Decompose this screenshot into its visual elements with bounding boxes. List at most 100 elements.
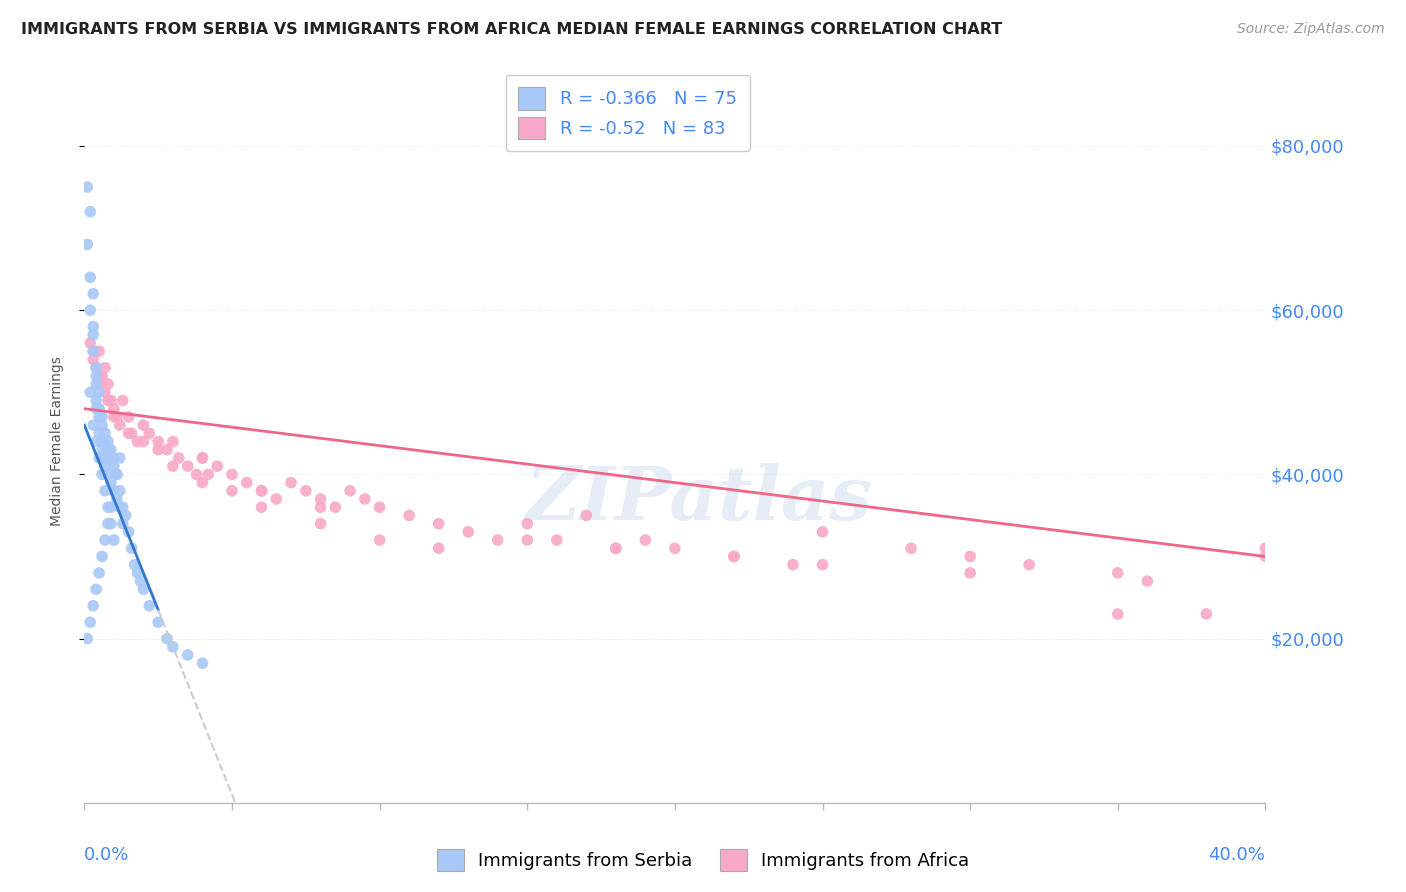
Point [87,377,111,392]
Point [207,459,229,474]
Point [811,558,834,572]
Point [91,549,114,564]
Point [486,533,509,547]
Point [82,327,104,342]
Point [87,426,111,441]
Point [97,500,120,515]
Text: Source: ZipAtlas.com: Source: ZipAtlas.com [1237,22,1385,37]
Point [1136,574,1159,588]
Point [148,434,170,449]
Point [1254,541,1277,556]
Point [103,450,125,465]
Point [1254,549,1277,564]
Point [266,491,288,506]
Point [84,377,107,392]
Point [191,450,214,465]
Point [105,491,128,506]
Point [84,360,107,375]
Point [398,508,420,523]
Point [900,541,922,556]
Point [177,648,200,662]
Point [782,558,804,572]
Point [91,467,114,482]
Point [105,409,128,424]
Point [118,524,141,539]
Point [121,426,143,441]
Point [427,516,450,531]
Point [124,558,146,572]
Text: IMMIGRANTS FROM SERBIA VS IMMIGRANTS FROM AFRICA MEDIAN FEMALE EARNINGS CORRELAT: IMMIGRANTS FROM SERBIA VS IMMIGRANTS FRO… [21,22,1002,37]
Point [94,360,117,375]
Point [723,549,745,564]
Point [91,368,114,383]
Point [129,574,152,588]
Point [79,270,101,285]
Point [108,483,131,498]
Point [103,409,125,424]
Point [132,582,155,597]
Point [94,434,117,449]
Point [1107,566,1129,580]
Point [84,368,107,383]
Point [87,409,111,424]
Point [91,418,114,433]
Point [811,524,834,539]
Point [368,533,391,547]
Point [959,549,981,564]
Point [723,549,745,564]
Point [368,500,391,515]
Point [605,541,627,556]
Point [79,336,101,351]
Point [97,467,120,482]
Point [91,409,114,424]
Point [250,483,273,498]
Point [325,500,347,515]
Point [108,418,131,433]
Point [97,442,120,457]
Point [84,360,107,375]
Point [108,450,131,465]
Point [97,377,120,392]
Point [97,393,120,408]
Point [148,442,170,457]
Point [354,491,377,506]
Point [167,450,190,465]
Point [1018,558,1040,572]
Point [121,541,143,556]
Point [575,508,598,523]
Point [87,566,111,580]
Point [103,459,125,474]
Point [221,483,243,498]
Point [100,450,122,465]
Point [250,500,273,515]
Point [138,426,160,441]
Point [546,533,568,547]
Point [94,459,117,474]
Point [162,459,184,474]
Point [100,475,122,490]
Point [516,516,538,531]
Point [82,344,104,359]
Point [1107,607,1129,621]
Point [82,599,104,613]
Y-axis label: Median Female Earnings: Median Female Earnings [49,357,63,526]
Point [79,204,101,219]
Point [114,508,136,523]
Point [91,434,114,449]
Point [156,442,179,457]
Point [94,450,117,465]
Point [148,615,170,630]
Point [664,541,686,556]
Point [94,533,117,547]
Point [103,483,125,498]
Point [339,483,361,498]
Point [79,303,101,318]
Point [108,500,131,515]
Point [105,467,128,482]
Point [97,516,120,531]
Point [82,286,104,301]
Point [84,434,107,449]
Point [1195,607,1218,621]
Point [959,566,981,580]
Text: 0.0%: 0.0% [84,847,129,864]
